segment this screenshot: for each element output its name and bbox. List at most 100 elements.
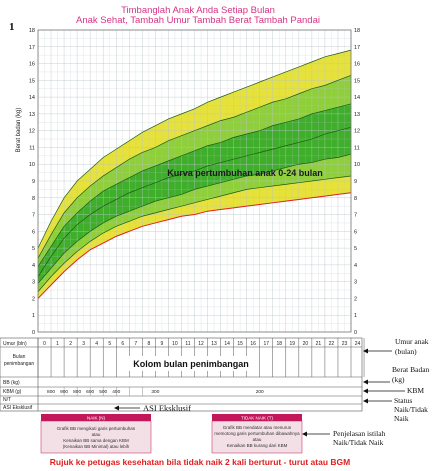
row-bulan-label-a: Bulan	[13, 354, 26, 360]
umur-tick-label: 17	[263, 341, 269, 347]
growth-curve-5	[37, 74, 352, 259]
row-nt-label: N/T	[3, 397, 11, 403]
tidak-line2: memotong garis pertumbuhan dibawahnya	[214, 431, 300, 436]
kbm-value-label: 300	[151, 389, 159, 395]
umur-tick-label: 18	[276, 341, 282, 347]
y-tick-label-left: 3	[32, 280, 35, 286]
kbm-value-label: 200	[256, 389, 264, 395]
kolom-bulan-label: Kolom bulan penimbangan	[133, 359, 249, 369]
table-frame	[0, 337, 363, 412]
y-tick-label-right: 16	[354, 62, 360, 68]
y-tick-label-left: 1	[32, 313, 35, 319]
y-tick-label-right: 10	[354, 162, 360, 168]
side-status-a: Status	[394, 396, 412, 405]
y-tick-label-right: 3	[354, 280, 357, 286]
umur-tick-label: 3	[82, 341, 85, 347]
y-tick-label-left: 5	[32, 246, 35, 252]
side-status-c: Naik	[394, 414, 409, 423]
naik-line2: atau	[92, 432, 101, 437]
side-status-b: Naik/Tidak	[394, 405, 428, 414]
y-tick-label-right: 0	[354, 330, 357, 336]
naik-title: NAIK (N)	[87, 416, 106, 421]
side-annotations: Umur anak (bulan) Berat Badan (kg) KBM S…	[114, 337, 430, 447]
y-tick-label-left: 13	[29, 112, 35, 118]
side-asi: ASI Eksklusif	[143, 403, 191, 413]
row-bb-label: BB (kg)	[3, 380, 20, 386]
side-penjelasan-b: Naik/Tidak Naik	[333, 438, 384, 447]
naik-line4: (Kenaikan BB Minimal) atau lebih	[63, 444, 130, 449]
umur-tick-label: 8	[147, 341, 150, 347]
y-tick-label-left: 4	[32, 263, 35, 269]
footer-referral: Rujuk ke petugas kesehatan bila tidak na…	[50, 457, 350, 467]
y-tick-label-right: 12	[354, 129, 360, 135]
y-axis-label: Berat badan (kg)	[16, 108, 22, 153]
y-tick-label-right: 2	[354, 296, 357, 302]
umur-tick-label: 7	[134, 341, 137, 347]
tidak-body	[211, 420, 303, 454]
umur-tick-label: 0	[43, 341, 46, 347]
y-tick-label-right: 9	[354, 179, 357, 185]
umur-tick-label: 16	[250, 341, 256, 347]
y-tick-label-left: 18	[29, 28, 35, 34]
y-tick-label-left: 9	[32, 179, 35, 185]
umur-tick-label: 22	[329, 341, 335, 347]
tidak-line1: Grafik BB mendatar atau menurun	[223, 425, 292, 430]
growth-curve-0	[37, 192, 352, 299]
header-line2: Anak Sehat, Tambah Umur Tambah Berat Tam…	[76, 15, 320, 26]
umur-tick-label: 20	[303, 341, 309, 347]
y-tick-label-left: 2	[32, 296, 35, 302]
growth-curves	[37, 49, 352, 299]
header-line1: Timbanglah Anak Anda Setiap Bulan	[121, 5, 275, 16]
legend-naik: NAIK (N) Grafik BB mengikuti garis pertu…	[40, 414, 152, 454]
y-tick-label-left: 11	[29, 145, 35, 151]
y-tick-label-left: 10	[29, 162, 35, 168]
umur-tick-label: 10	[172, 341, 178, 347]
kolom-label-bg	[128, 356, 254, 371]
row-umur-label: Umur (bln)	[3, 341, 27, 347]
naik-body	[40, 420, 152, 454]
growth-curve-1	[37, 175, 352, 292]
row-kbm-label: KBM (g)	[3, 389, 22, 395]
umur-tick-label: 21	[316, 341, 322, 347]
umur-tick-label: 14	[224, 341, 230, 347]
side-berat-a: Berat Badan	[392, 365, 430, 374]
y-tick-label-left: 17	[29, 45, 35, 51]
legend-tidak-naik: TIDAK NAIK (T) Grafik BB mendatar atau m…	[211, 414, 303, 454]
y-tick-label-left: 0	[32, 330, 35, 336]
tidak-line3: atau	[253, 437, 262, 442]
plot-border	[37, 29, 352, 333]
y-tick-label-right: 18	[354, 28, 360, 34]
chart-annotation: Kurva pertumbuhan anak 0-24 bulan	[167, 168, 323, 178]
naik-title-bar	[41, 414, 151, 421]
side-penjelasan-a: Penjelasan istilah	[333, 429, 386, 438]
umur-tick-label: 4	[95, 341, 98, 347]
umur-tick-label: 15	[237, 341, 243, 347]
page-number: 1	[9, 21, 15, 33]
umur-tick-label: 23	[342, 341, 348, 347]
chart-grid	[37, 29, 352, 333]
growth-band-1	[38, 154, 351, 292]
side-kbm: KBM	[407, 386, 424, 395]
y-tick-label-left: 8	[32, 196, 35, 202]
growth-curve-3	[37, 126, 352, 277]
kbm-labels: 800 900 800 600 500 400 300 200	[47, 387, 264, 396]
tidak-line4: Kenaikan BB kurang dari KBM	[227, 443, 288, 448]
naik-line1: Grafik BB mengikuti garis pertumbuhan	[57, 426, 136, 431]
umur-tick-label: 24	[355, 341, 361, 347]
umur-tick-label: 19	[290, 341, 296, 347]
y-tick-label-left: 12	[29, 129, 35, 135]
umur-tick-label: 9	[161, 341, 164, 347]
y-tick-label-right: 13	[354, 112, 360, 118]
y-tick-label-left: 16	[29, 62, 35, 68]
y-tick-label-left: 6	[32, 229, 35, 235]
umur-labels: 0 1 2 3 4 5 6 7 8 9 10 11 12 13 14 15 16 17 18 19 20 21 22 23 24	[43, 341, 360, 347]
weighing-table: 0 1 2 3 4 5 6 7 8 9 10 11 12 13 14 15 16 17 18 19 20 21 22 23 24…	[0, 337, 365, 412]
kbm-value-label: 800	[47, 389, 55, 395]
umur-tick-label: 2	[69, 341, 72, 347]
y-tick-label-right: 8	[354, 196, 357, 202]
y-tick-label-right: 6	[354, 229, 357, 235]
side-berat-b: (kg)	[392, 375, 405, 384]
